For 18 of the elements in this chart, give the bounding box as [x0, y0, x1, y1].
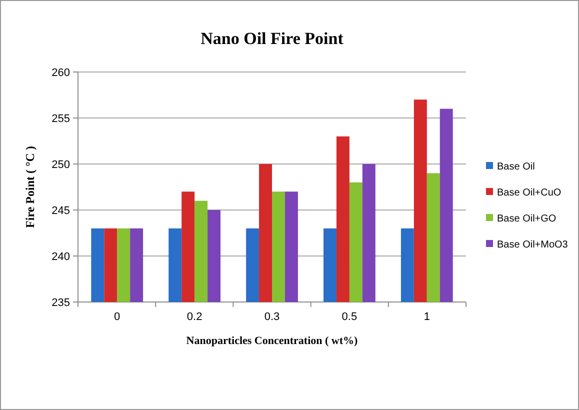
y-tick-label: 260: [52, 66, 70, 79]
legend-label: Base Oil+MoO3: [497, 240, 568, 250]
x-tick-label: 0.2: [186, 311, 202, 323]
y-tick-label: 245: [52, 204, 70, 217]
x-tick-label: 0.3: [264, 311, 280, 323]
y-tick-label: 250: [52, 158, 70, 171]
y-tick-label: 255: [52, 112, 70, 125]
y-tick-label: 235: [52, 296, 70, 309]
x-tick-label: 1: [424, 311, 430, 323]
legend-label: Base Oil: [497, 162, 535, 172]
x-tick-label: 0: [114, 311, 120, 323]
legend-label: Base Oil+CuO: [497, 188, 562, 198]
chart-title: Nano Oil Fire Point: [200, 29, 344, 48]
legend-label: Base Oil+GO: [497, 214, 556, 224]
x-tick-label: 0.5: [342, 311, 358, 323]
y-tick-label: 240: [52, 250, 70, 263]
y-axis-title: Fire Point ( °C ): [23, 146, 37, 228]
x-axis-title: Nanoparticles Concentration ( wt%): [186, 335, 358, 347]
